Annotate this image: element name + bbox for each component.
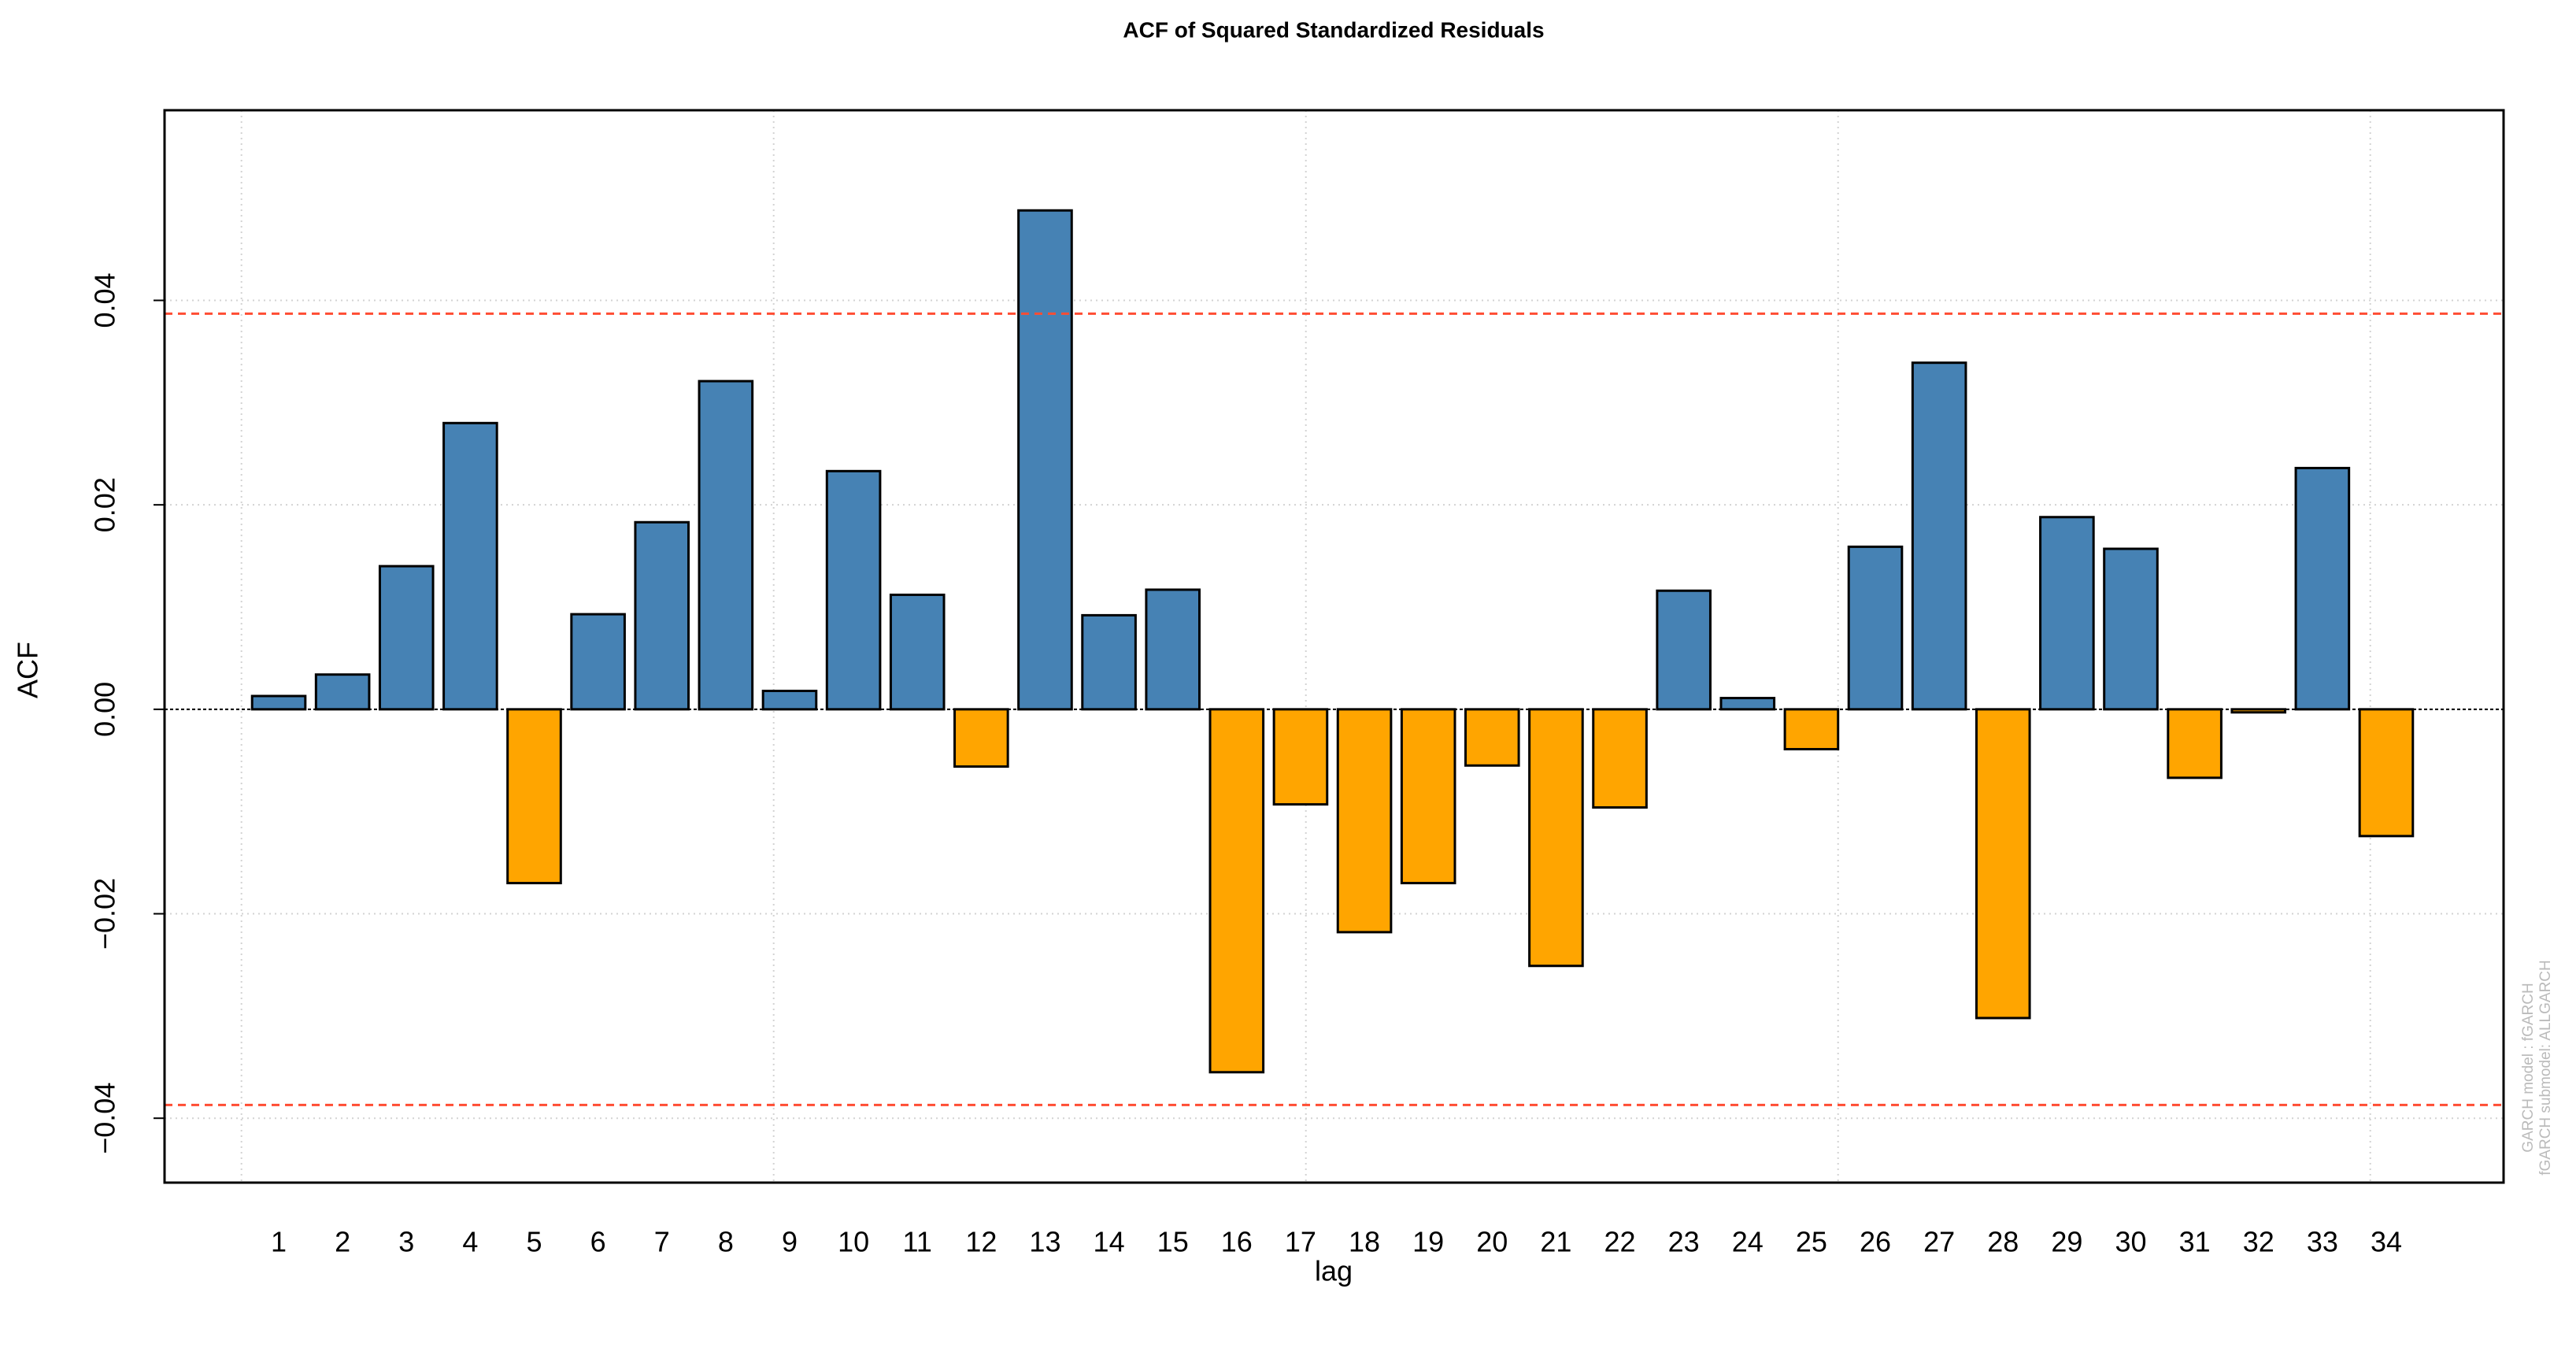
x-tick-label: 29 bbox=[2051, 1226, 2082, 1258]
y-tick-label: 0.02 bbox=[89, 477, 121, 532]
y-axis-label: ACF bbox=[12, 642, 44, 698]
x-tick-label: 28 bbox=[1987, 1226, 2019, 1258]
x-tick-label: 14 bbox=[1094, 1226, 1125, 1258]
y-tick-label: −0.04 bbox=[89, 1083, 121, 1154]
x-tick-label: 16 bbox=[1221, 1226, 1253, 1258]
bar bbox=[1719, 697, 1776, 711]
x-tick-label: 26 bbox=[1860, 1226, 1891, 1258]
x-tick-label: 24 bbox=[1732, 1226, 1764, 1258]
bar bbox=[1592, 708, 1648, 809]
x-tick-label: 13 bbox=[1029, 1226, 1060, 1258]
x-tick-label: 22 bbox=[1604, 1226, 1636, 1258]
bar bbox=[1336, 708, 1393, 934]
bar bbox=[1208, 708, 1265, 1074]
x-tick-label: 30 bbox=[2115, 1226, 2146, 1258]
bar bbox=[506, 708, 562, 885]
x-tick-label: 9 bbox=[782, 1226, 798, 1258]
bar bbox=[761, 689, 818, 711]
plot-frame bbox=[163, 109, 2505, 1184]
bar bbox=[2230, 708, 2287, 714]
bar bbox=[1464, 708, 1520, 767]
x-tick-label: 32 bbox=[2243, 1226, 2274, 1258]
x-tick-label: 10 bbox=[838, 1226, 869, 1258]
x-tick-label: 5 bbox=[526, 1226, 542, 1258]
x-tick-label: 18 bbox=[1349, 1226, 1380, 1258]
bar bbox=[1783, 708, 1840, 750]
bar bbox=[1272, 708, 1329, 806]
bar bbox=[825, 469, 882, 711]
bar bbox=[2103, 547, 2159, 711]
bar bbox=[953, 708, 1009, 768]
bar bbox=[1145, 588, 1201, 711]
bar bbox=[1656, 589, 1712, 711]
x-tick-label: 11 bbox=[903, 1226, 932, 1258]
y-tick-label: −0.02 bbox=[89, 878, 121, 950]
x-tick-label: 27 bbox=[1923, 1226, 1955, 1258]
x-tick-label: 3 bbox=[398, 1226, 414, 1258]
x-tick-label: 7 bbox=[654, 1226, 670, 1258]
annotation: GARCH model : fGARCH bbox=[2520, 983, 2537, 1152]
bar bbox=[2039, 516, 2095, 711]
x-tick-label: 17 bbox=[1285, 1226, 1316, 1258]
chart-title: ACF of Squared Standardized Residuals bbox=[1123, 17, 1544, 42]
bar bbox=[1911, 361, 1967, 711]
bar bbox=[250, 694, 307, 711]
y-tick-label: 0.00 bbox=[89, 682, 121, 737]
x-axis-label: lag bbox=[1315, 1255, 1353, 1287]
x-tick-label: 20 bbox=[1476, 1226, 1508, 1258]
x-tick-label: 19 bbox=[1412, 1226, 1444, 1258]
x-tick-label: 23 bbox=[1668, 1226, 1700, 1258]
bar bbox=[2358, 708, 2415, 838]
bar bbox=[1081, 613, 1137, 711]
bar bbox=[1847, 545, 1904, 711]
x-tick-label: 4 bbox=[462, 1226, 478, 1258]
x-tick-label: 21 bbox=[1540, 1226, 1571, 1258]
x-tick-label: 2 bbox=[335, 1226, 350, 1258]
annotation: fGARCH submodel: ALLGARCH bbox=[2537, 960, 2554, 1176]
bar bbox=[698, 380, 754, 711]
bar bbox=[1975, 708, 2031, 1020]
x-tick-label: 12 bbox=[965, 1226, 997, 1258]
bar bbox=[2167, 708, 2223, 779]
bar bbox=[314, 673, 371, 711]
x-tick-label: 31 bbox=[2179, 1226, 2211, 1258]
bar bbox=[889, 593, 946, 711]
bar bbox=[1400, 708, 1456, 885]
x-tick-label: 8 bbox=[718, 1226, 734, 1258]
x-tick-label: 25 bbox=[1796, 1226, 1827, 1258]
bar bbox=[634, 520, 690, 711]
bar bbox=[442, 421, 498, 711]
bar bbox=[2294, 466, 2351, 711]
x-tick-label: 6 bbox=[590, 1226, 606, 1258]
bar bbox=[378, 565, 435, 711]
y-tick-label: 0.04 bbox=[89, 272, 121, 328]
x-tick-label: 15 bbox=[1157, 1226, 1189, 1258]
bar bbox=[1017, 209, 1073, 711]
x-tick-label: 33 bbox=[2307, 1226, 2338, 1258]
bar bbox=[570, 613, 626, 711]
x-tick-label: 1 bbox=[271, 1226, 287, 1258]
bar bbox=[1528, 708, 1584, 968]
x-tick-label: 34 bbox=[2371, 1226, 2402, 1258]
